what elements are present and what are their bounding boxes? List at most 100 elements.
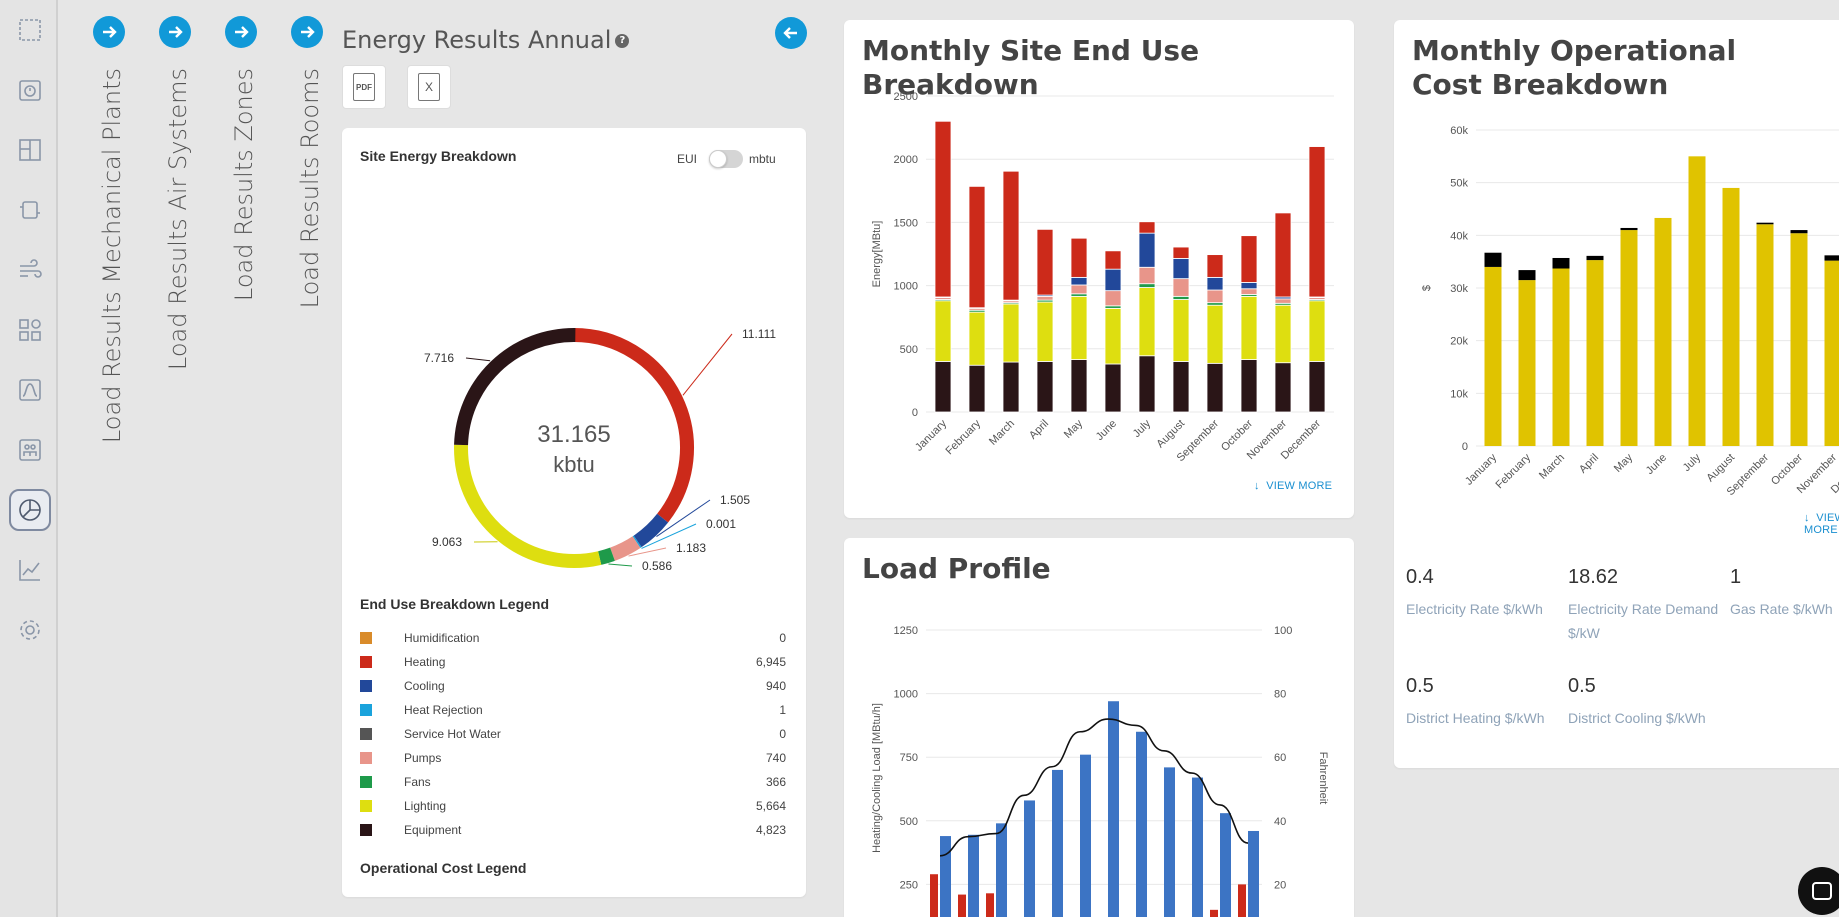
y2-tick-label: 40 (1274, 816, 1286, 828)
timer-icon[interactable] (14, 74, 46, 106)
bar-segment (934, 300, 952, 362)
cost-bar-segment (1756, 224, 1774, 446)
heating-bar (930, 874, 938, 917)
arrow-right-icon[interactable] (225, 16, 257, 48)
legend-item[interactable]: Equipment 4,823 (360, 820, 786, 840)
site-energy-card: Site Energy Breakdown EUI mbtu 31.165 kb… (342, 128, 806, 897)
donut-slice-label: 1.183 (676, 541, 706, 555)
settings-icon[interactable] (14, 614, 46, 646)
y-tick-label: 30k (1450, 283, 1468, 295)
view-more-link[interactable]: ↓ VIEW MORE (1804, 512, 1839, 536)
bar-segment (1172, 299, 1190, 362)
arrow-right-icon[interactable] (159, 16, 191, 48)
nav-label[interactable]: Load Results Zones (230, 68, 258, 302)
y2-tick-label: 80 (1274, 689, 1286, 701)
donut-slice (633, 513, 669, 548)
y-tick-label: 2500 (894, 91, 918, 103)
bar-segment (1070, 295, 1088, 360)
select-icon[interactable] (14, 14, 46, 46)
view-more-label[interactable]: VIEW MORE (1266, 480, 1333, 492)
x-tick-label: July (1681, 451, 1704, 474)
arrow-right-icon[interactable] (291, 16, 323, 48)
x-tick-label: March (987, 418, 1017, 448)
cooling-bar (968, 834, 979, 917)
bar-segment (1036, 301, 1054, 362)
cost-bar-segment (1654, 217, 1672, 446)
collapse-button[interactable] (775, 17, 807, 49)
bar-segment (1206, 304, 1224, 364)
legend-item[interactable]: Fans 366 (360, 772, 786, 792)
donut-leader-line (656, 499, 711, 537)
airflow-icon[interactable] (14, 254, 46, 286)
cost-bar-segment (1824, 255, 1839, 261)
help-icon[interactable]: ? (615, 34, 630, 48)
y-tick-label: 10k (1450, 388, 1468, 400)
monthly-enduse-card: Monthly Site End Use Breakdown 0 500 1000 1… (844, 20, 1354, 518)
donut-slice-label: 7.716 (424, 351, 454, 365)
bar-segment (1104, 290, 1122, 307)
cost-bar-segment (1620, 227, 1638, 231)
nav-label[interactable]: Load Results Air Systems (164, 68, 192, 371)
floorplan-icon[interactable] (14, 134, 46, 166)
pie-chart-icon[interactable] (9, 489, 51, 531)
nav-zones[interactable]: Load Results Zones (212, 16, 272, 416)
x-tick-label: June (1644, 452, 1669, 477)
legend-value: 940 (765, 679, 786, 693)
x-tick-label: June (1094, 418, 1119, 443)
bar-segment (1172, 361, 1190, 413)
bar-segment (1308, 300, 1326, 362)
view-more-link[interactable]: ↓ VIEW MORE (1254, 480, 1332, 492)
page-title-text: Energy Results Annual (342, 26, 612, 54)
arrow-right-icon[interactable] (93, 16, 125, 48)
view-more-label[interactable]: VIEW MORE (1804, 512, 1839, 536)
bar-segment (1308, 146, 1326, 298)
nav-label[interactable]: Load Results Mechanical Plants (98, 68, 126, 444)
nav-mechanical-plants[interactable]: Load Results Mechanical Plants (80, 16, 140, 443)
legend-item[interactable]: Cooling 940 (360, 676, 786, 696)
nav-rooms[interactable]: Load Results Rooms (278, 16, 338, 416)
nav-air-systems[interactable]: Load Results Air Systems (146, 16, 206, 416)
unit-toggle[interactable] (709, 150, 744, 168)
bar-segment (1206, 254, 1224, 278)
heating-bar (1210, 909, 1218, 917)
legend-label: Heat Rejection (404, 703, 483, 717)
legend-item[interactable]: Heating 6,945 (360, 652, 786, 672)
toggle-knob[interactable] (709, 150, 728, 168)
legend-item[interactable]: Service Hot Water 0 (360, 724, 786, 744)
bar-segment (1070, 237, 1088, 278)
legend-item[interactable]: Humidification 0 (360, 628, 786, 648)
legend-item[interactable]: Heat Rejection 1 (360, 700, 786, 720)
nav-label[interactable]: Load Results Rooms (296, 68, 324, 309)
bar-segment (1274, 298, 1292, 304)
bar-segment (1206, 276, 1224, 291)
cost-bar-segment (1688, 156, 1706, 447)
bar-segment (934, 361, 952, 413)
donut-leader-line (608, 563, 633, 567)
hvac-icon[interactable] (14, 194, 46, 226)
cooling-bar (940, 836, 951, 917)
legend-item[interactable]: Lighting 5,664 (360, 796, 786, 816)
heating-bar (1238, 884, 1246, 917)
bar-segment (1172, 295, 1190, 300)
y-tick-label: 60k (1450, 125, 1468, 137)
bar-segment (1070, 359, 1088, 413)
pdf-icon: PDF (353, 73, 375, 101)
chat-button[interactable] (1798, 867, 1839, 915)
legend-swatch (360, 800, 372, 812)
components-icon[interactable] (14, 314, 46, 346)
legend-item[interactable]: Pumps 740 (360, 748, 786, 768)
curve-icon[interactable] (14, 374, 46, 406)
x-tick-label: August (1704, 452, 1737, 485)
legend-swatch (360, 632, 372, 644)
line-chart-icon[interactable] (14, 554, 46, 586)
cost-bar-segment (1790, 230, 1808, 234)
legend-value: 4,823 (755, 823, 786, 837)
export-pdf-button[interactable]: PDF (342, 65, 386, 109)
bar-segment (968, 311, 986, 366)
export-excel-button[interactable]: X (407, 65, 451, 109)
legend-value: 0 (779, 631, 786, 645)
cooling-bar (1164, 767, 1175, 917)
people-icon[interactable] (14, 434, 46, 466)
